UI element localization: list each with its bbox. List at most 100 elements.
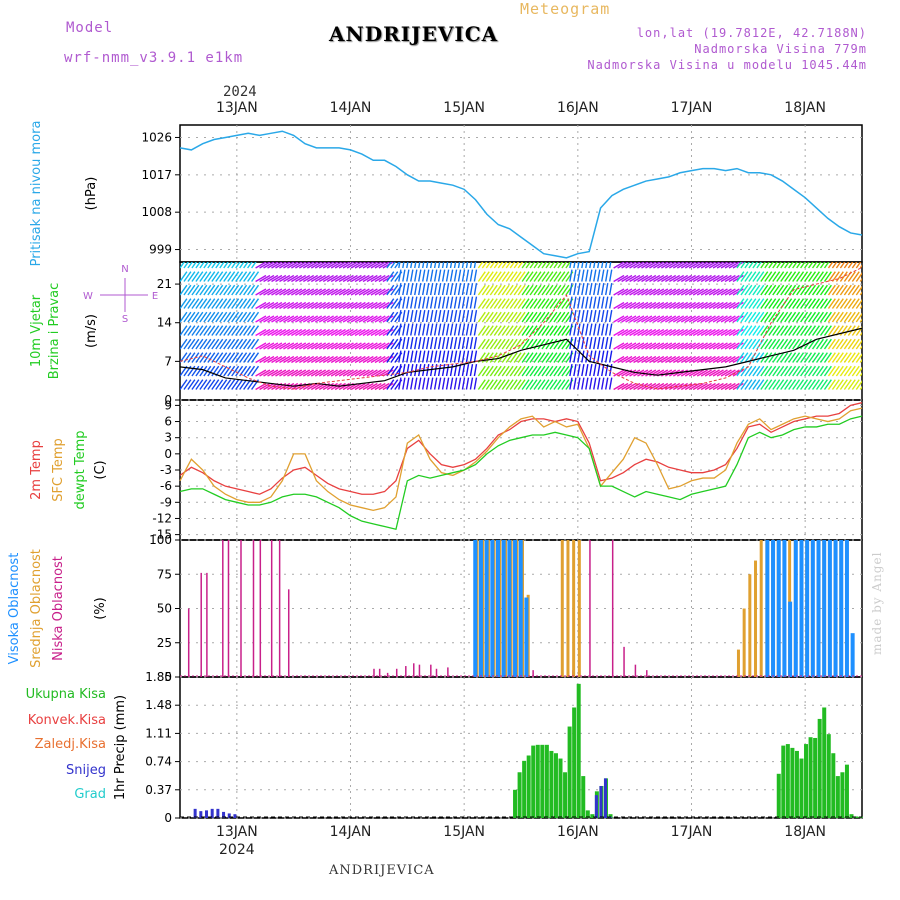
wind-barb — [183, 262, 190, 269]
lonlat-label: lon,lat (19.7812E, 42.7188N) — [636, 26, 867, 40]
wind-barb — [712, 288, 724, 296]
wind-barb — [823, 298, 832, 309]
cloud-bar — [742, 608, 746, 677]
cloud-bar — [646, 670, 648, 677]
wind-barb — [255, 315, 267, 323]
wind-barb — [207, 379, 216, 390]
wind-barb — [235, 284, 244, 296]
wind-barb — [505, 311, 514, 323]
wind-barb — [421, 296, 426, 309]
wind-barb — [657, 288, 669, 296]
wind-barb — [191, 379, 200, 390]
y-tick-label: 3 — [164, 431, 172, 445]
wind-barb — [657, 262, 669, 269]
precip-legend: Zaledj.Kisa — [35, 737, 106, 752]
wind-barb — [425, 310, 430, 323]
wind-barb — [207, 271, 216, 282]
wind-barb — [231, 379, 240, 390]
wind-barb — [581, 350, 585, 363]
wind-barb — [760, 379, 769, 390]
wind-barb — [187, 271, 196, 282]
wind-barb — [310, 274, 323, 283]
wind-barb — [195, 262, 201, 269]
wind-barb — [668, 301, 681, 310]
wind-barb — [449, 364, 454, 377]
wind-barb — [784, 379, 793, 390]
wind-barb — [736, 311, 745, 323]
model-label: Model — [66, 20, 114, 36]
wind-barb — [251, 352, 260, 363]
wind-barb — [688, 355, 700, 364]
precip-bar — [813, 737, 818, 818]
wind-barb — [398, 283, 402, 296]
wind-barb — [604, 323, 609, 336]
wind-barb — [521, 262, 528, 269]
wind-barb — [231, 338, 240, 350]
wind-barb — [362, 274, 374, 283]
wind-barb — [306, 274, 319, 283]
wind-barb — [410, 296, 414, 309]
wind-barb — [259, 382, 271, 391]
wind-barb — [521, 365, 530, 377]
wind-barb — [453, 269, 458, 282]
wind-barb — [334, 355, 346, 364]
wind-barb — [811, 365, 821, 377]
wind-barb — [692, 301, 704, 310]
wind-barb — [657, 382, 669, 391]
x-tick-label-top: 14JAN — [330, 100, 372, 116]
wind-barb — [437, 364, 442, 377]
wind-barb — [326, 315, 338, 323]
wind-barb — [657, 328, 669, 337]
wind-barb — [617, 342, 629, 350]
wind-barb — [716, 315, 728, 323]
wind-barb — [692, 315, 704, 323]
wind-barb — [815, 311, 824, 323]
wind-barb — [318, 328, 330, 337]
wind-barb — [310, 288, 323, 296]
wind-barb — [815, 379, 824, 390]
wind-barb — [394, 262, 400, 269]
wind-barb — [330, 355, 342, 364]
wind-barb — [370, 274, 382, 283]
wind-barb — [784, 284, 793, 296]
wind-barb — [557, 338, 566, 350]
wind-barb — [617, 288, 629, 296]
wind-barb — [318, 288, 330, 296]
wind-barb — [557, 271, 566, 282]
wind-barb — [350, 355, 362, 364]
wind-barb — [477, 338, 486, 350]
wind-barb — [756, 271, 765, 282]
wind-barb — [637, 288, 649, 296]
wind-barb — [704, 382, 716, 391]
wind-barb — [831, 379, 840, 390]
wind-barb — [215, 298, 224, 309]
wind-barb — [641, 301, 653, 310]
wind-barb — [736, 365, 745, 377]
precip-bar — [531, 745, 536, 818]
wind-barb — [223, 365, 232, 377]
wind-barb — [437, 296, 442, 309]
wind-barb — [382, 301, 394, 310]
wind-barb — [489, 352, 498, 363]
wind-barb — [271, 274, 283, 283]
wind-barb — [203, 271, 212, 282]
wind-barb — [553, 311, 562, 323]
wind-barb — [370, 369, 382, 377]
wind-barb — [712, 262, 724, 269]
wind-barb — [792, 338, 801, 350]
wind-barb — [445, 283, 450, 296]
wind-barb — [406, 323, 410, 336]
wind-barb — [279, 274, 291, 283]
wind-barb — [684, 288, 696, 296]
wind-barb — [855, 285, 862, 296]
wind-barb — [219, 262, 225, 269]
wind-barb — [653, 262, 665, 269]
wind-barb — [334, 301, 346, 310]
wind-barb — [302, 328, 315, 337]
wind-barb — [645, 301, 657, 310]
wind-barb — [330, 382, 342, 391]
wind-barb — [437, 377, 442, 390]
wind-barb — [346, 274, 358, 283]
wind-barb — [398, 377, 402, 390]
wind-barb — [657, 315, 669, 323]
